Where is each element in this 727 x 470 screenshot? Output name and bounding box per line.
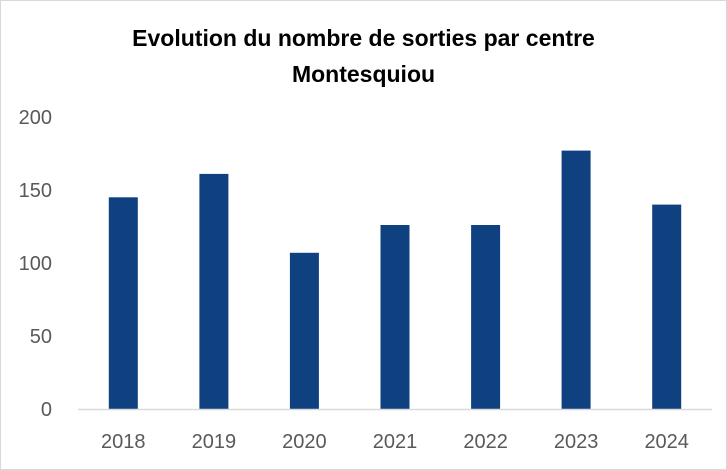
chart-title-line-2: Montesquiou [291, 61, 436, 87]
bar-2019 [199, 173, 229, 409]
x-axis-ticks: 2018 2019 2020 2021 2022 2023 2024 [101, 431, 689, 453]
y-tick-label: 100 [19, 253, 52, 275]
y-axis-ticks: 0 50 100 150 200 [19, 107, 52, 421]
x-tick-label: 2024 [644, 431, 689, 453]
bar-2018 [108, 197, 138, 409]
y-tick-label: 200 [19, 107, 52, 129]
x-tick-label: 2020 [282, 431, 327, 453]
chart-title-line-1: Evolution du nombre de sorties par centr… [132, 25, 595, 51]
bar-2021 [380, 225, 410, 409]
x-tick-label: 2022 [463, 431, 508, 453]
y-tick-label: 50 [30, 326, 52, 348]
chart-title: Evolution du nombre de sorties par centr… [0, 20, 727, 92]
bars [108, 150, 682, 409]
x-tick-label: 2021 [373, 431, 418, 453]
y-tick-label: 0 [41, 399, 52, 421]
bar-2020 [289, 252, 319, 409]
x-tick-label: 2019 [192, 431, 237, 453]
bar-2024 [652, 204, 682, 409]
x-tick-label: 2023 [554, 431, 599, 453]
bar-2023 [561, 150, 591, 409]
bar-2022 [471, 225, 501, 409]
y-tick-label: 150 [19, 180, 52, 202]
x-tick-label: 2018 [101, 431, 146, 453]
